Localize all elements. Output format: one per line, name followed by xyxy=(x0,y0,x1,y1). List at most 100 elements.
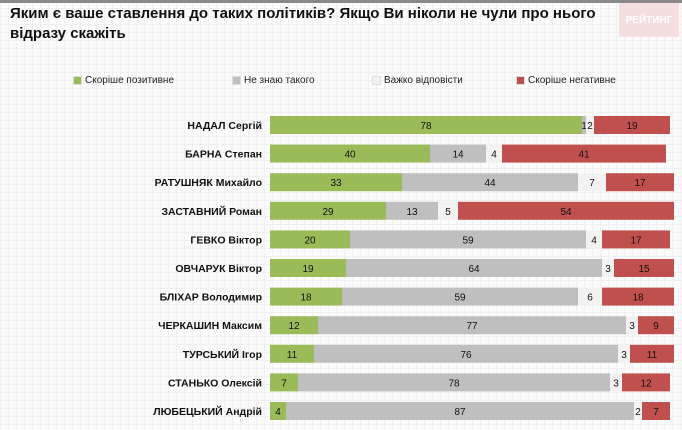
legend-swatch xyxy=(516,76,525,85)
data-label: 4 xyxy=(491,150,497,161)
bar-segment xyxy=(270,144,430,163)
bar-segment xyxy=(286,402,634,420)
data-label: 3 xyxy=(629,321,635,332)
bar-segment xyxy=(350,230,586,249)
category-label: ТУРСЬКИЙ Ігор xyxy=(183,348,262,361)
data-label: 64 xyxy=(468,264,480,275)
bar-segment xyxy=(270,373,298,392)
data-label: 19 xyxy=(626,121,638,132)
legend-item: Скоріше позитивне xyxy=(73,75,174,86)
data-label: 3 xyxy=(605,264,611,275)
bar-segment xyxy=(270,259,346,277)
data-label: 18 xyxy=(300,293,312,304)
bar-segment xyxy=(402,173,578,192)
data-label: 11 xyxy=(647,350,658,361)
data-label: 2 xyxy=(587,121,593,132)
bar-segment xyxy=(270,230,350,249)
data-label: 54 xyxy=(560,207,572,218)
legend-item: Скоріше негативне xyxy=(516,75,616,86)
category-label: ЧЕРКАШИН Максим xyxy=(158,320,262,332)
legend-label: Скоріше позитивне xyxy=(85,75,175,86)
data-label: 78 xyxy=(420,121,432,132)
bar-segment xyxy=(602,259,614,277)
legend-item: Не знаю такого xyxy=(232,75,315,86)
data-label: 12 xyxy=(288,321,300,332)
bar-segment xyxy=(270,316,318,335)
legend-label: Важко відповісти xyxy=(384,75,463,86)
bar-segment xyxy=(614,259,674,277)
data-label: 17 xyxy=(634,178,646,189)
bar-segment xyxy=(606,173,674,192)
data-label: 59 xyxy=(462,235,474,246)
bar-segment xyxy=(638,316,674,335)
data-label: 3 xyxy=(621,350,627,361)
data-label: 77 xyxy=(466,321,478,332)
category-label: ЛЮБЕЦЬКИЙ Андрій xyxy=(153,405,262,418)
data-label: 2 xyxy=(635,407,641,418)
legend-label: Скоріше негативне xyxy=(528,75,616,86)
category-label: СТАНЬКО Олексій xyxy=(168,377,262,389)
data-label: 9 xyxy=(653,321,659,332)
bar-segment xyxy=(270,201,386,220)
bar-segment xyxy=(634,402,642,420)
legend-swatch xyxy=(232,76,241,85)
bar-segment xyxy=(610,373,622,392)
data-label: 18 xyxy=(632,293,644,304)
data-label: 11 xyxy=(287,350,298,361)
data-label: 44 xyxy=(484,178,496,189)
bar-segment xyxy=(270,173,402,192)
data-label: 1 xyxy=(581,121,587,132)
category-label: РАТУШНЯК Михайло xyxy=(155,177,262,189)
legend-swatch xyxy=(372,76,381,85)
legend-swatch xyxy=(73,76,82,85)
bar-segment xyxy=(602,287,674,306)
data-label: 14 xyxy=(452,150,464,161)
bar-segment xyxy=(502,144,666,163)
category-label: ОВЧАРУК Віктор xyxy=(175,263,262,275)
legend-label: Не знаю такого xyxy=(244,75,315,86)
category-label: БЛІХАР Володимир xyxy=(160,292,262,304)
bar-segment xyxy=(602,230,670,249)
data-label: 7 xyxy=(281,378,287,389)
data-label: 7 xyxy=(589,178,595,189)
bar-segment xyxy=(318,316,626,335)
data-label: 59 xyxy=(454,293,466,304)
bar-segment xyxy=(270,287,342,306)
legend-item: Важко відповісти xyxy=(372,75,463,86)
data-label: 3 xyxy=(613,378,619,389)
bar-segment xyxy=(594,116,670,134)
bar-segment xyxy=(342,287,578,306)
bar-segment xyxy=(438,201,458,220)
bar-segment xyxy=(626,316,638,335)
bar-segment xyxy=(314,344,618,363)
data-label: 19 xyxy=(302,264,314,275)
category-label: ГЕВКО Віктор xyxy=(190,234,262,246)
bar-segment xyxy=(630,344,674,363)
data-label: 78 xyxy=(448,378,460,389)
bar-segment xyxy=(586,116,594,134)
bar-segment xyxy=(486,144,502,163)
data-label: 76 xyxy=(460,350,472,361)
bar-segment xyxy=(642,402,670,420)
category-label: НАДАЛ Сергій xyxy=(187,120,262,132)
data-label: 29 xyxy=(322,207,334,218)
bar-segment xyxy=(578,287,602,306)
data-label: 87 xyxy=(454,407,466,418)
data-label: 40 xyxy=(344,150,356,161)
bar-segment xyxy=(270,402,286,420)
data-label: 4 xyxy=(275,407,281,418)
bar-segment xyxy=(622,373,670,392)
data-label: 6 xyxy=(587,293,593,304)
bar-segment xyxy=(578,173,606,192)
data-label: 4 xyxy=(591,235,597,246)
data-label: 33 xyxy=(330,178,342,189)
bar-segment xyxy=(270,116,582,134)
bar-segment xyxy=(582,116,586,134)
chart-title: Яким є ваше ставлення до таких політиків… xyxy=(10,5,596,42)
data-label: 5 xyxy=(445,207,451,218)
data-label: 13 xyxy=(406,207,418,218)
data-label: 15 xyxy=(638,264,650,275)
data-label: 41 xyxy=(578,150,590,161)
bar-segment xyxy=(270,344,314,363)
